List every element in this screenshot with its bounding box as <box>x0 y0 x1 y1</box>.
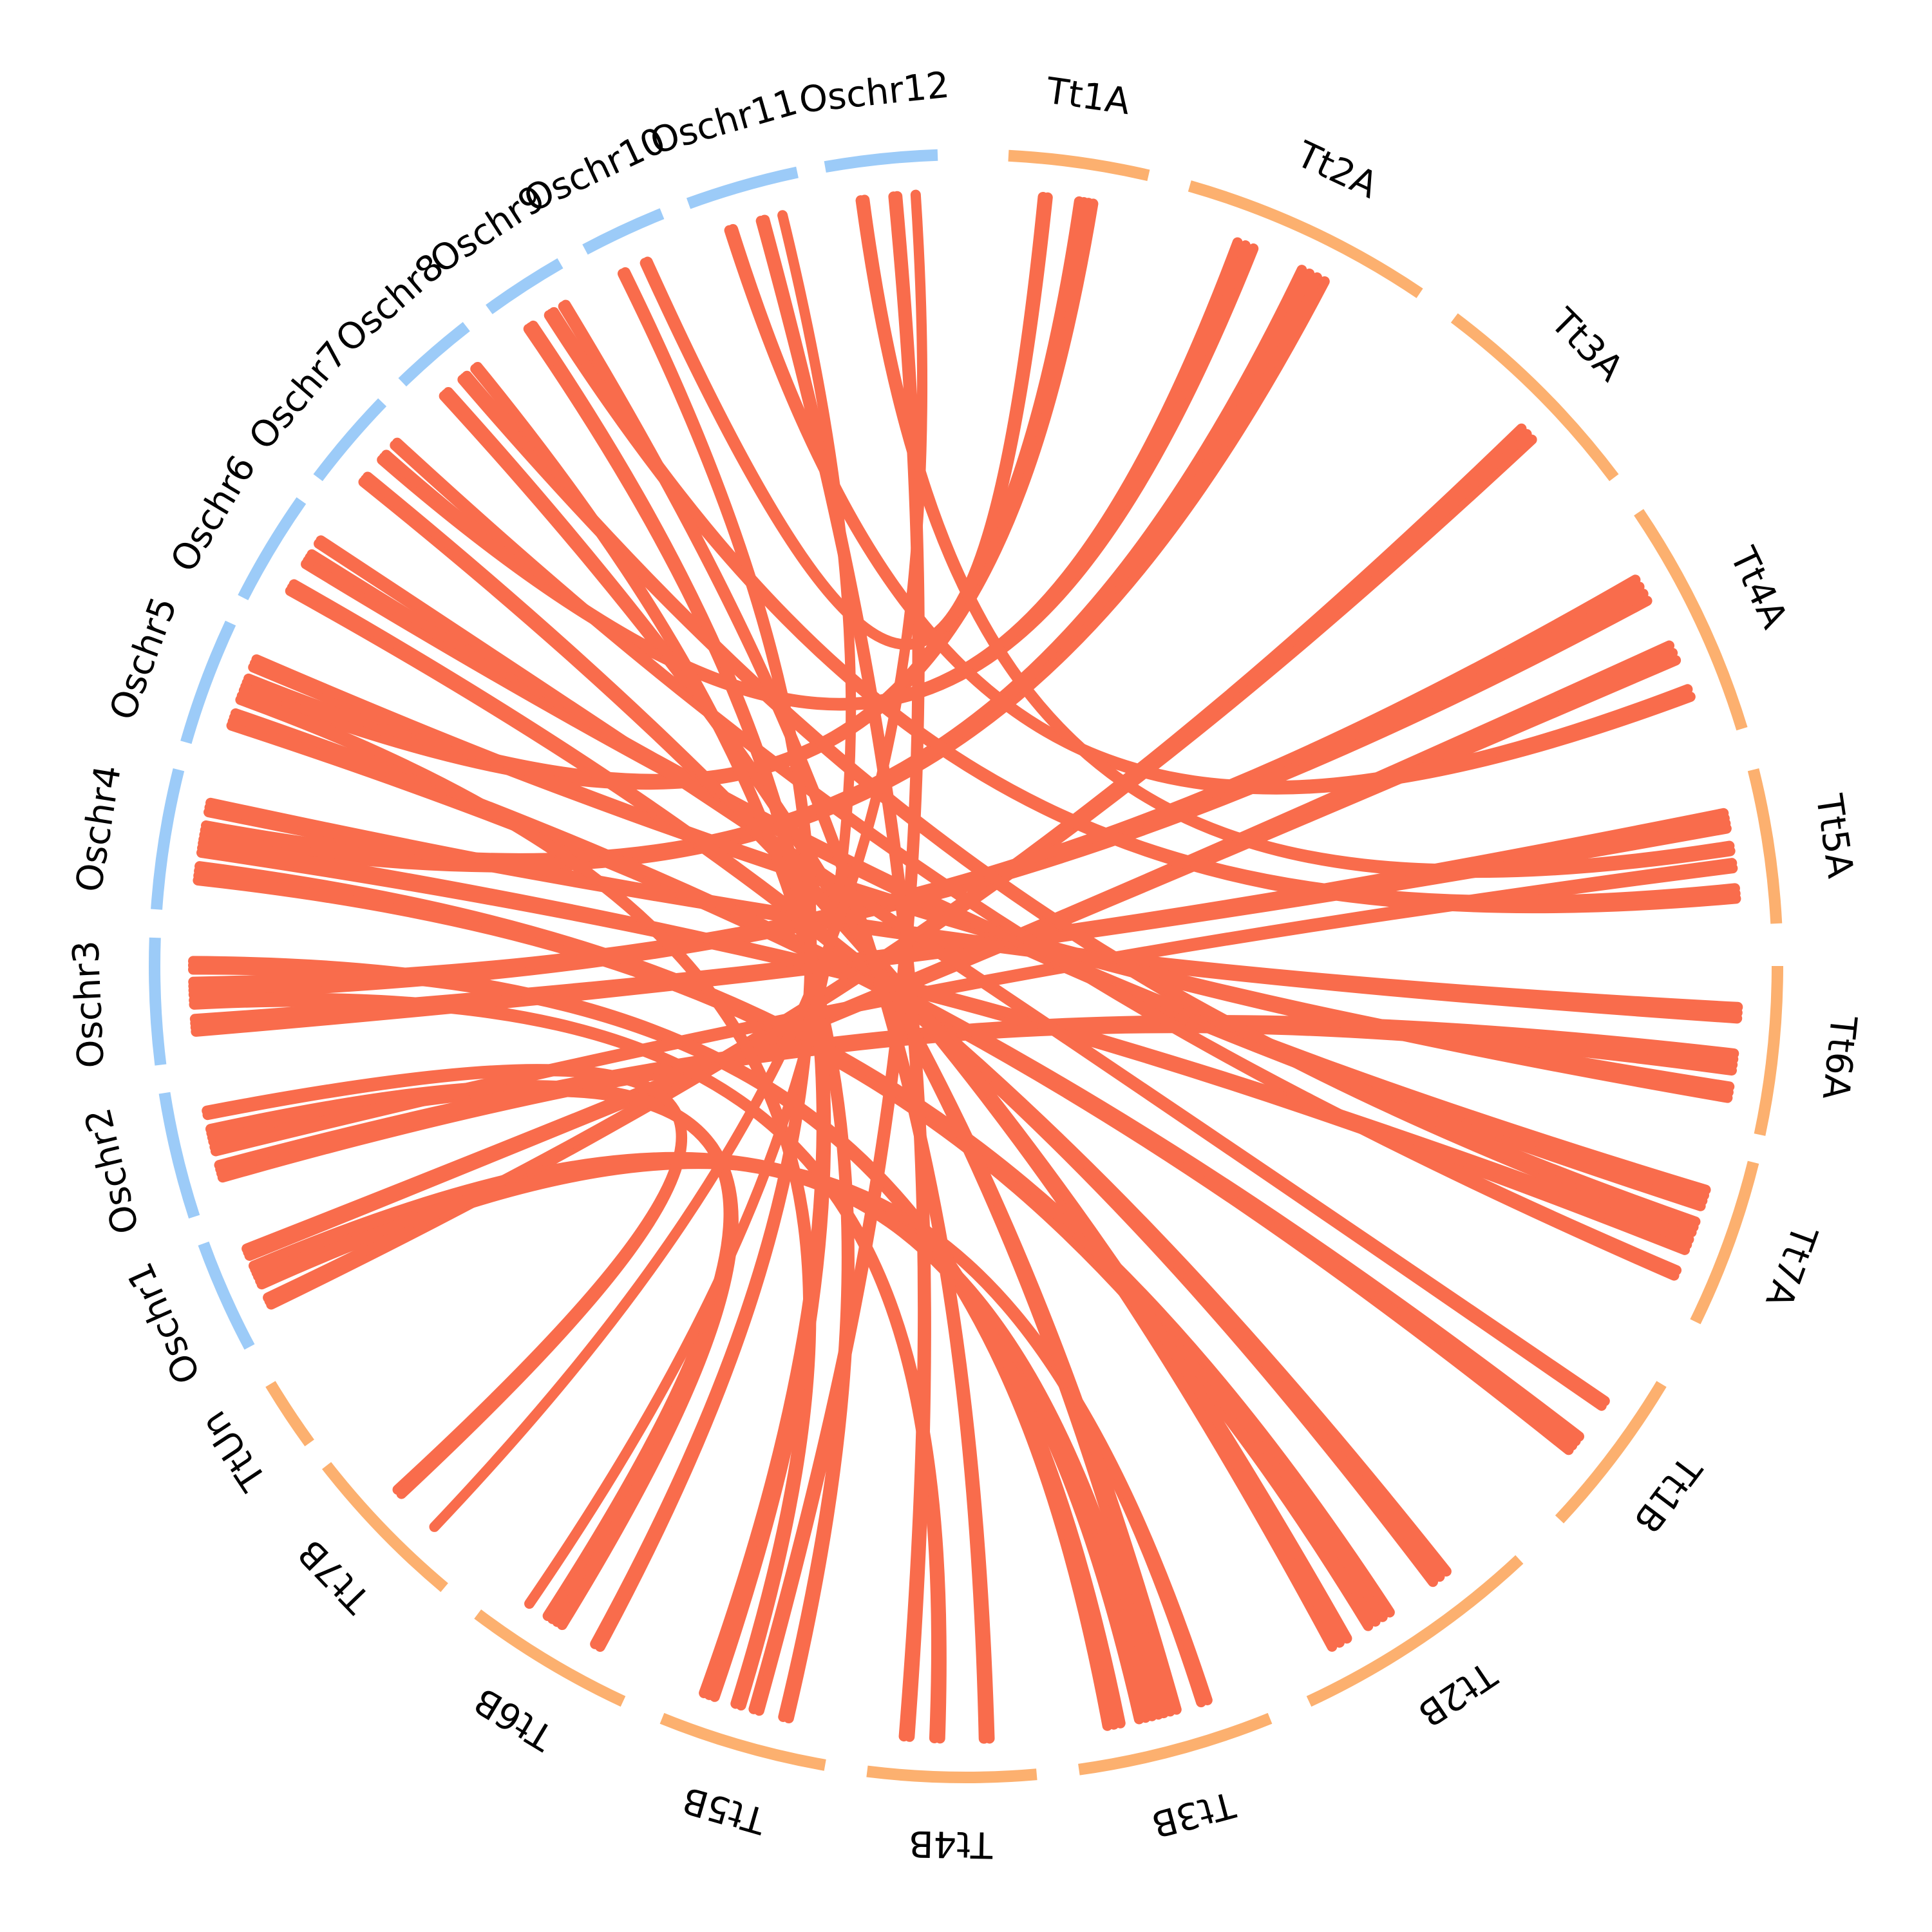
label-oschr4: Oschr4 <box>68 762 129 895</box>
label-oschr1: Oschr1 <box>119 1256 209 1390</box>
segment-oschr2 <box>158 1092 200 1219</box>
label-tt6b: Tt6B <box>467 1679 561 1758</box>
segment-tt5a <box>1747 768 1783 924</box>
synteny-links <box>188 189 1743 1744</box>
segment-tt6a <box>1754 965 1783 1136</box>
segment-tt5b <box>659 1712 826 1771</box>
link-oschr1-tt4a <box>242 640 1675 1254</box>
label-tt3b: Tt3B <box>1148 1783 1240 1845</box>
label-oschr2: Oschr2 <box>77 1104 147 1238</box>
segment-tt1b <box>1555 1381 1667 1524</box>
label-tt2b: Tt2B <box>1410 1653 1504 1734</box>
segment-oschr4 <box>151 768 185 910</box>
label-tt7a: Tt7A <box>1757 1219 1825 1312</box>
segment-oschr8 <box>398 322 470 387</box>
label-oschr12: Oschr12 <box>797 64 951 122</box>
segment-oschr10 <box>582 208 665 255</box>
label-tt6a: Tt6A <box>1814 1013 1864 1101</box>
label-tt1a: Tt1A <box>1043 70 1133 124</box>
segment-oschr1 <box>198 1241 255 1350</box>
segment-oschr5 <box>180 620 236 744</box>
label-tt3a: Tt3A <box>1542 300 1631 390</box>
segment-tt2b <box>1306 1555 1524 1707</box>
segment-tt4a <box>1634 509 1748 731</box>
label-ttun: TtUn <box>193 1403 275 1498</box>
link-oschr7-tt2b <box>362 471 1352 1644</box>
link-oschr7-tt7a <box>392 437 1682 1276</box>
label-oschr3: Oschr3 <box>65 940 113 1069</box>
link-oschr9-tt4b <box>560 299 995 1744</box>
link-oschr10-tt6b <box>594 267 817 1653</box>
link-oschr2-tt7b <box>202 1064 688 1499</box>
label-tt4b: Tt4B <box>909 1823 994 1866</box>
link-oschr4-tt7a <box>198 838 1694 1245</box>
segment-tt3b <box>1078 1712 1273 1776</box>
label-oschr5: Oschr5 <box>102 591 185 725</box>
label-tt4a: Tt4A <box>1721 540 1795 634</box>
segment-ttun <box>265 1381 314 1446</box>
segment-tt7b <box>322 1462 448 1593</box>
link-oschr9-tt5a <box>549 307 1740 906</box>
segment-oschr12 <box>824 149 938 173</box>
label-oschr6: Oschr6 <box>162 448 264 579</box>
segment-oschr11 <box>686 166 799 209</box>
link-oschr4-tt6a <box>205 797 1743 1012</box>
link-oschr8-tt7a <box>462 370 1701 1227</box>
label-oschr7: Oschr7 <box>241 334 355 458</box>
link-oschr12-tt7b <box>429 189 928 1532</box>
segment-tt4b <box>866 1765 1037 1783</box>
link-oschr6-tt1b <box>316 535 1610 1406</box>
segment-oschr3 <box>149 937 167 1066</box>
chromosome-segments <box>149 149 1783 1783</box>
link-oschr5-tt5b <box>236 690 817 1711</box>
label-tt5a: Tt5A <box>1807 791 1861 880</box>
label-tt2a: Tt2A <box>1290 133 1384 207</box>
segment-tt1a <box>1008 149 1150 182</box>
segment-tt6b <box>474 1609 626 1707</box>
label-tt7b: Tt7B <box>290 1531 379 1622</box>
segment-oschr7 <box>313 398 387 482</box>
label-oschr11: Oschr11 <box>646 81 802 163</box>
segment-oschr6 <box>238 497 307 601</box>
segment-tt2a <box>1188 180 1423 298</box>
label-tt1b: Tt1B <box>1625 1448 1710 1540</box>
segment-oschr9 <box>486 258 564 314</box>
link-oschr12-tt5a <box>859 194 1735 875</box>
label-tt5b: Tt5B <box>678 1778 771 1842</box>
segment-tt3a <box>1450 313 1619 482</box>
segment-tt7a <box>1690 1160 1759 1325</box>
link-oschr1-tt3b <box>255 1157 1213 1705</box>
